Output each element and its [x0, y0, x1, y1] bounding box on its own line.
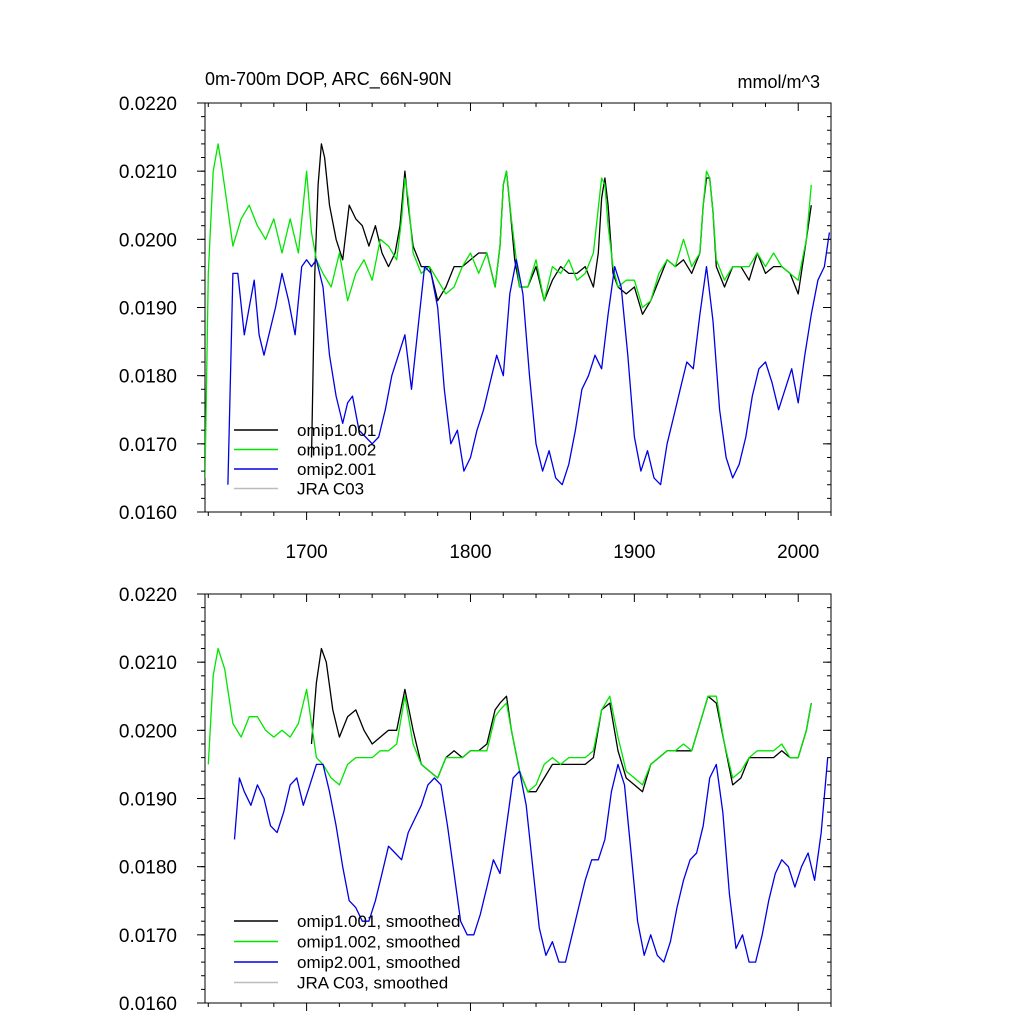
y-tick-label: 0.0220 — [119, 585, 177, 606]
legend-label: JRA C03, smoothed — [297, 974, 448, 993]
legend-label: omip1.002 — [297, 441, 376, 460]
y-tick-label: 0.0210 — [119, 162, 177, 183]
y-tick-label: 0.0200 — [119, 721, 177, 742]
x-tick-label: 2000 — [777, 542, 819, 563]
series-line-omip1-001 — [310, 143, 812, 458]
legend-label: JRA C03 — [297, 480, 364, 499]
x-tick-label: 1900 — [613, 542, 655, 563]
y-tick-label: 0.0180 — [119, 367, 177, 388]
y-tick-label: 0.0170 — [119, 926, 177, 947]
legend-label: omip2.001, smoothed — [297, 953, 461, 972]
legend-label: omip1.001 — [297, 421, 376, 440]
bottom-plot-panel: 0.0220 0.0210 0.0200 0.0190 0.0180 0.0170 0.01… — [119, 585, 832, 1015]
y-tick-label: 0.0220 — [119, 94, 177, 115]
top-plot-panel: 0.0220 0.0210 0.0200 0.0190 0.0180 0.0170 0.01… — [119, 94, 832, 563]
series-line-omip1-002-smoothed — [207, 647, 812, 793]
chart-title: 0m-700m DOP, ARC_66N-90N — [205, 69, 452, 90]
legend-label: omip1.002, smoothed — [297, 933, 461, 952]
y-tick-label: 0.0160 — [119, 994, 177, 1015]
legend-label: omip1.001, smoothed — [297, 912, 461, 931]
y-tick-label: 0.0190 — [119, 790, 177, 811]
y-tick-label: 0.0190 — [119, 299, 177, 320]
y-tick-label: 0.0210 — [119, 653, 177, 674]
y-tick-label: 0.0170 — [119, 435, 177, 456]
legend-label: omip2.001 — [297, 460, 376, 479]
x-tick-label: 1800 — [449, 542, 491, 563]
units-label: mmol/m^3 — [738, 72, 820, 92]
y-tick-label: 0.0180 — [119, 858, 177, 879]
series-line-omip1-001-smoothed — [310, 647, 812, 793]
x-tick-label: 1700 — [285, 542, 327, 563]
y-tick-label: 0.0200 — [119, 230, 177, 251]
series-line-omip1-002 — [205, 143, 812, 478]
series-line-omip2-001-smoothed — [233, 757, 829, 963]
series-line-omip2-001 — [227, 232, 831, 486]
y-tick-label: 0.0160 — [119, 503, 177, 524]
